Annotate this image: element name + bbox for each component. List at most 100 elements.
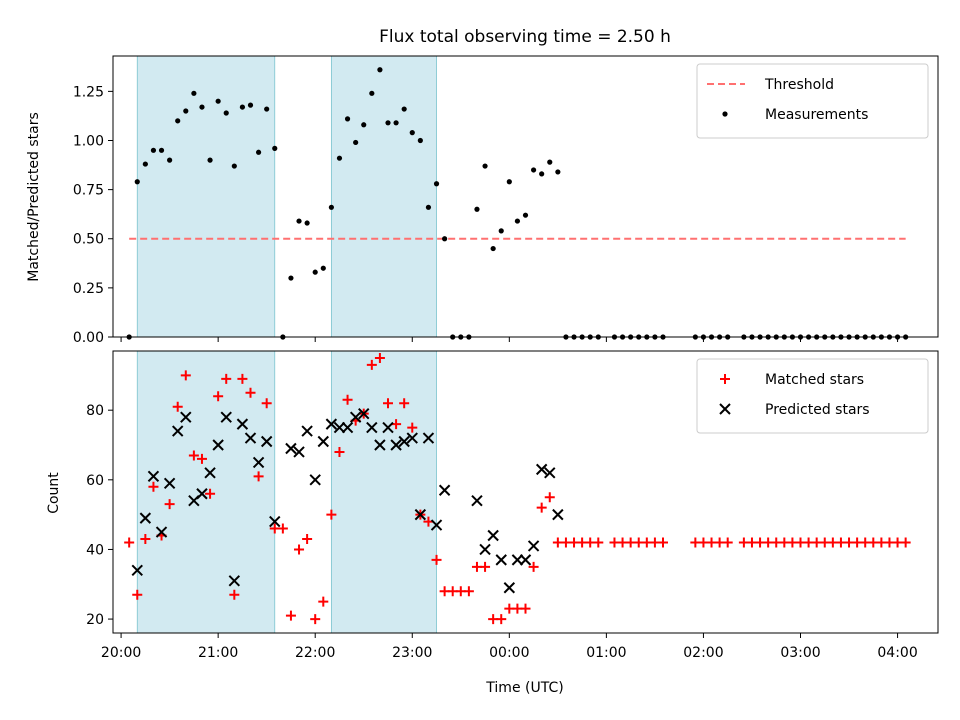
legend: Matched stars Predicted stars — [696, 358, 929, 434]
y-tick-label: 80 — [86, 403, 104, 419]
predicted-star-point — [349, 411, 362, 423]
predicted-star-point — [228, 575, 241, 587]
matched-star-point — [294, 544, 305, 555]
x-tick-label: 04:00 — [877, 645, 917, 661]
x-tick-label: 21:00 — [198, 645, 238, 661]
shaded-interval — [136, 350, 276, 634]
matched-star-point — [334, 446, 345, 457]
measurement-point — [134, 179, 140, 185]
measurement-point — [272, 145, 278, 151]
predicted-star-point — [398, 435, 410, 448]
predicted-star-point — [269, 515, 281, 528]
measurement-point — [482, 163, 488, 169]
predicted-star-point — [341, 421, 354, 434]
matched-star-point — [132, 589, 143, 600]
matched-star-point — [172, 401, 183, 412]
legend-frame — [696, 63, 929, 139]
predicted-star-point — [220, 411, 232, 423]
measurement-point — [490, 245, 496, 252]
count-y-axis-label: Count — [46, 472, 62, 514]
x-tick-label: 00:00 — [489, 645, 529, 661]
measurement-point — [328, 204, 334, 210]
predicted-star-point — [317, 435, 330, 448]
measurement-point — [296, 218, 302, 224]
predicted-star-point — [374, 439, 386, 451]
matched-star-point — [658, 537, 668, 548]
predicted-star-point — [285, 442, 297, 455]
measurement-point — [522, 212, 529, 218]
measurement-point — [158, 147, 165, 153]
axes-frame — [112, 350, 939, 634]
legend-label: Threshold — [764, 77, 834, 93]
matched-star-point — [480, 561, 491, 572]
x-axis-label: Time (UTC) — [485, 680, 563, 696]
predicted-star-point — [511, 554, 524, 566]
x-tick-label: 23:00 — [392, 645, 432, 661]
matched-star-point — [528, 561, 539, 572]
shaded-interval — [330, 55, 437, 338]
measurement-point — [150, 147, 157, 153]
x-tick-label: 01:00 — [586, 645, 626, 661]
matched-star-point — [164, 499, 175, 510]
matched-star-point — [318, 596, 329, 607]
matched-star-point — [302, 534, 313, 544]
y-tick-label: 40 — [86, 542, 104, 558]
measurement-point — [231, 163, 237, 169]
measurement-point — [425, 204, 432, 210]
predicted-star-point — [301, 425, 313, 437]
measurement-point — [255, 149, 262, 155]
matched-star-point — [213, 391, 224, 402]
measurement-point — [264, 106, 270, 112]
legend-frame — [696, 358, 929, 434]
predicted-star-point — [527, 540, 540, 552]
measurement-point — [514, 218, 521, 224]
predicted-star-point — [479, 543, 491, 556]
measurement-point — [361, 122, 367, 128]
ratio-panel: 0.00 0.25 0.50 0.75 1.00 1.25 Threshold Measure… — [26, 55, 939, 346]
matched-star-point — [261, 398, 272, 409]
matched-star-point — [277, 523, 288, 534]
legend-matched-swatch — [720, 374, 730, 384]
matched-star-point — [366, 359, 377, 370]
measurement-point — [442, 236, 448, 242]
legend-measurement-swatch — [722, 111, 728, 117]
measurement-point — [288, 275, 294, 281]
matched-star-point — [237, 373, 248, 384]
count-panel: 20 40 60 80 20:00 21:00 22:00 23:00 00:00 01:00 02… — [46, 350, 939, 661]
matched-star-point — [140, 534, 151, 544]
measurement-point — [530, 167, 537, 173]
predicted-star-point — [438, 484, 451, 496]
x-tick-label: 02:00 — [683, 645, 723, 661]
measurement-point — [215, 98, 221, 104]
measurement-point — [539, 171, 545, 177]
chart-title: Flux total observing time = 2.50 h — [379, 27, 671, 47]
measurement-point — [555, 169, 561, 175]
predicted-star-point — [204, 467, 216, 479]
predicted-star-point — [382, 421, 394, 434]
x-tick-label: 22:00 — [295, 645, 335, 661]
matched-star-point — [374, 352, 385, 363]
predicted-star-point — [430, 519, 443, 531]
measurement-point — [247, 102, 254, 108]
matched-star-point — [229, 589, 240, 600]
predicted-star-point — [196, 488, 208, 500]
measurement-point — [369, 90, 375, 96]
predicted-star-point — [552, 508, 564, 521]
predicted-star-point — [390, 439, 402, 451]
x-tick-label: 20:00 — [101, 645, 141, 661]
matched-star-point — [496, 614, 507, 625]
predicted-star-point — [293, 446, 305, 458]
legend-predicted-swatch — [719, 403, 731, 415]
ratio-y-axis-label: Matched/Predicted stars — [26, 112, 42, 282]
y-tick-label: 0.50 — [73, 232, 104, 248]
measurement-point — [417, 137, 423, 144]
matched-star-point — [285, 610, 296, 621]
matched-star-point — [245, 387, 256, 398]
measurement-point — [377, 67, 383, 73]
predicted-star-point — [171, 425, 184, 437]
predicted-star-point — [422, 432, 435, 444]
matched-star-point — [188, 450, 199, 461]
predicted-star-point — [180, 411, 192, 423]
predicted-star-point — [212, 439, 224, 451]
